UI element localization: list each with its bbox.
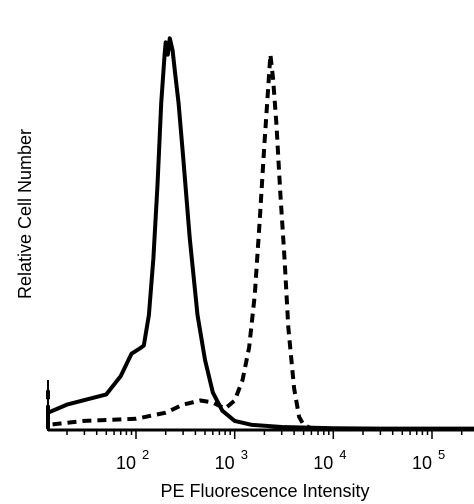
x-tick-label: 10 — [412, 453, 432, 473]
x-tick-exponent: 3 — [241, 447, 248, 462]
x-tick-label: 10 — [215, 453, 235, 473]
x-tick-exponent: 2 — [142, 447, 149, 462]
series-dashed — [46, 52, 324, 431]
y-axis-title: Relative Cell Number — [15, 129, 35, 299]
x-axis-title: PE Fluorescence Intensity — [160, 481, 369, 501]
series-layer — [46, 36, 474, 431]
x-tick-exponent: 5 — [438, 447, 445, 462]
x-tick-label: 10 — [313, 453, 333, 473]
x-tick-label: 10 — [116, 453, 136, 473]
x-ticks: 0102103104105 — [66, 429, 463, 473]
series-solid — [46, 36, 474, 431]
x-tick-exponent: 4 — [339, 447, 346, 462]
